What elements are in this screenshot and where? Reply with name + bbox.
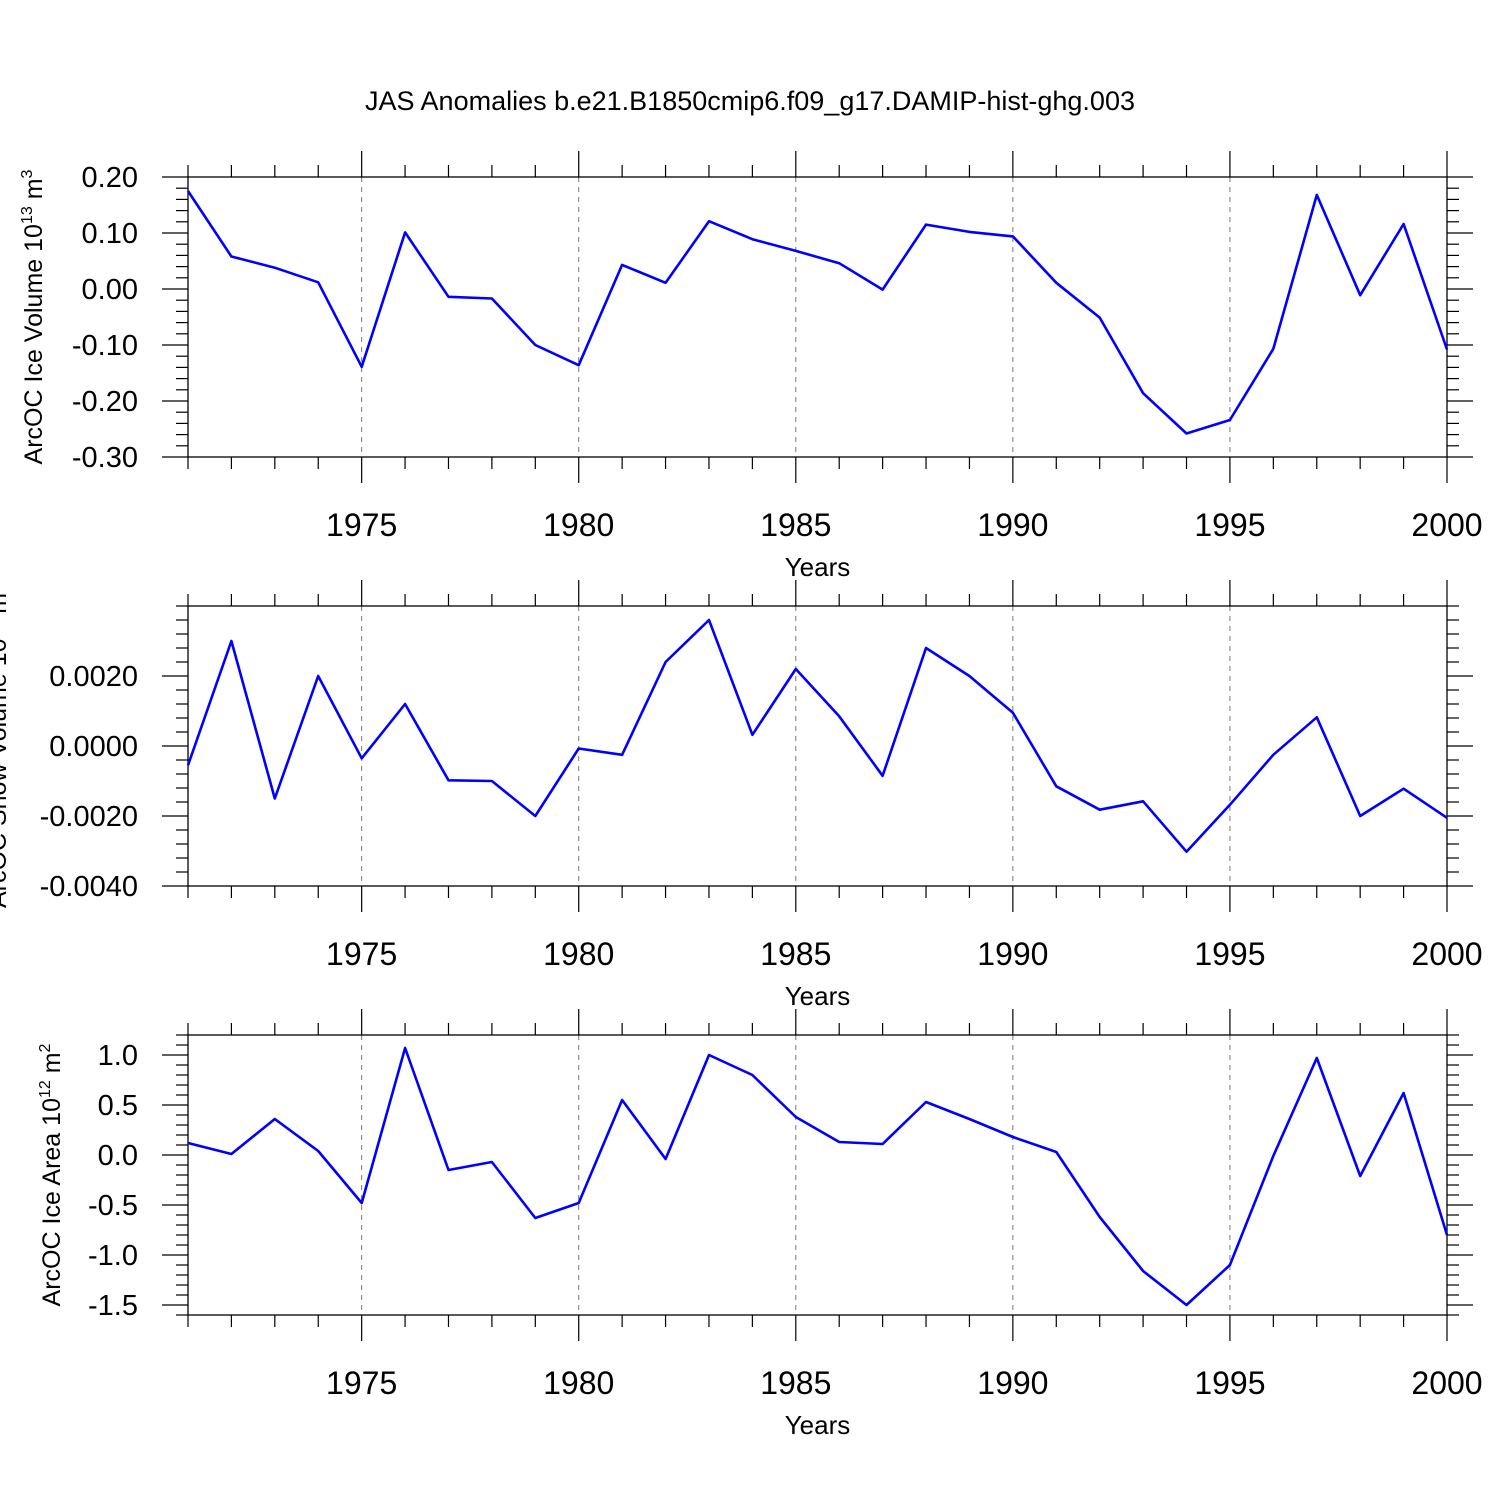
- y-axis-label-text: ArcOC Snow Volume 10: [0, 638, 12, 908]
- x-tick-label: 1975: [326, 1365, 397, 1401]
- plot-frame: [187, 1034, 1448, 1316]
- y-tick-label: 0.10: [82, 218, 138, 250]
- x-tick-label: 1980: [543, 507, 614, 543]
- x-tick-label: 2000: [1411, 507, 1482, 543]
- series-line-arcoc-ice-volume: [186, 190, 1449, 435]
- x-tick-label: 1995: [1194, 507, 1265, 543]
- x-tick-label: 1985: [760, 507, 831, 543]
- y-axis-label-exponent: 13: [19, 206, 36, 224]
- y-tick-label: -0.0020: [40, 801, 138, 833]
- x-tick-label: 1975: [326, 507, 397, 543]
- y-axis-label-text: ArcOC Ice Area 10: [38, 1098, 66, 1306]
- y-axis-label-unit: m: [0, 593, 12, 621]
- panels-group: 1975 1980 1985 1990 1995 2000 Years 0.20 0.10 0.0…: [0, 151, 1483, 1440]
- x-axis-label: Years: [785, 981, 851, 1011]
- x-tick-label: 1985: [760, 936, 831, 972]
- y-tick-label: -0.20: [72, 386, 138, 418]
- chart-title: JAS Anomalies b.e21.B1850cmip6.f09_g17.D…: [365, 86, 1135, 116]
- y-axis-label: ArcOC Snow Volume 1013 m3: [0, 584, 12, 908]
- plot-frame: [187, 605, 1448, 887]
- y-axis-label: ArcOC Ice Area 1012 m2: [37, 1043, 66, 1306]
- y-axis-label-text: ArcOC Ice Volume 10: [20, 224, 48, 464]
- y-tick-label: -0.0040: [40, 871, 138, 903]
- y-tick-label: 0.0020: [49, 661, 138, 693]
- x-axis-label: Years: [785, 552, 851, 582]
- x-tick-label: 2000: [1411, 936, 1482, 972]
- y-tick-label: 0.20: [82, 162, 138, 194]
- x-tick-label: 1980: [543, 1365, 614, 1401]
- y-axis-label-unit-exponent: 2: [37, 1043, 54, 1052]
- x-tick-label: 1980: [543, 936, 614, 972]
- y-tick-label: 0.00: [82, 274, 138, 306]
- y-tick-label: -0.5: [88, 1190, 138, 1222]
- y-axis-label: ArcOC Ice Volume 1013 m3: [19, 169, 48, 464]
- y-axis-label-unit-exponent: 3: [19, 169, 36, 178]
- y-tick-label: 0.0: [98, 1140, 138, 1172]
- panel-1: 1975 1980 1985 1990 1995 2000 Years 0.20 0.10 0.0…: [19, 151, 1483, 582]
- x-tick-label: 1990: [977, 936, 1048, 972]
- y-tick-label: -1.5: [88, 1290, 138, 1322]
- y-tick-label: -0.30: [72, 442, 138, 474]
- plot-frame: [187, 176, 1448, 458]
- y-tick-label: -0.10: [72, 330, 138, 362]
- x-tick-label: 1990: [977, 507, 1048, 543]
- y-tick-label: 0.0000: [49, 731, 138, 763]
- y-tick-label: 0.5: [98, 1090, 138, 1122]
- series-line-arcoc-snow-volume: [186, 618, 1448, 854]
- panel-3: 1975 1980 1985 1990 1995 2000 Years 1.0 0.5 0.0 -0…: [37, 1009, 1483, 1440]
- y-axis-label-exponent: 12: [37, 1080, 54, 1098]
- x-tick-label: 1985: [760, 1365, 831, 1401]
- series-line-arcoc-ice-area: [187, 1046, 1449, 1307]
- x-tick-label: 1995: [1194, 936, 1265, 972]
- y-axis-label-unit: m: [20, 178, 48, 206]
- x-tick-label: 1995: [1194, 1365, 1265, 1401]
- x-tick-label: 1990: [977, 1365, 1048, 1401]
- y-tick-label: 1.0: [98, 1040, 138, 1072]
- y-tick-label: -1.0: [88, 1240, 138, 1272]
- x-tick-label: 1975: [326, 936, 397, 972]
- x-tick-label: 2000: [1411, 1365, 1482, 1401]
- x-axis-label: Years: [785, 1410, 851, 1440]
- panel-2: 1975 1980 1985 1990 1995 2000 Years 0.0020 0.000…: [0, 580, 1483, 1011]
- y-axis-label-unit: m: [38, 1052, 66, 1080]
